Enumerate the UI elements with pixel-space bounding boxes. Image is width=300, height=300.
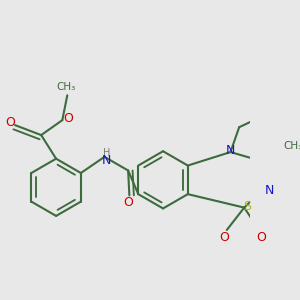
Text: N: N (226, 144, 235, 157)
Text: O: O (219, 231, 229, 244)
Text: CH₃: CH₃ (283, 141, 300, 151)
Text: CH₃: CH₃ (56, 82, 76, 92)
Text: H: H (103, 148, 110, 158)
Text: O: O (257, 231, 267, 244)
Text: N: N (102, 154, 111, 167)
Text: N: N (265, 184, 274, 197)
Text: O: O (123, 196, 133, 209)
Text: O: O (64, 112, 74, 125)
Text: S: S (243, 200, 251, 213)
Text: O: O (5, 116, 15, 129)
